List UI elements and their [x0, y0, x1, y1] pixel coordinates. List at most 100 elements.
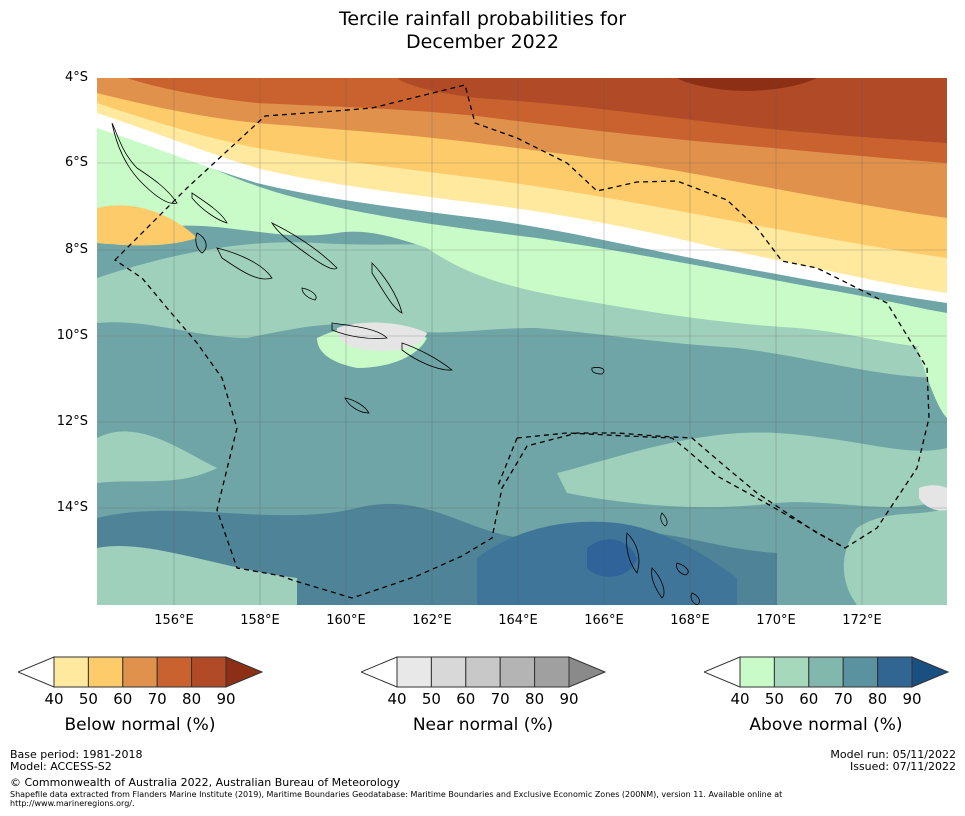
zone-above-50-60-west — [97, 431, 217, 483]
footer-right: Model run: 05/11/2022 Issued: 07/11/2022 — [830, 749, 956, 773]
issued-date: Issued: 07/11/2022 — [849, 760, 956, 773]
zone-near-40-50-east — [919, 485, 947, 511]
russell-islands — [301, 287, 317, 301]
colorbar-below-normal — [18, 656, 264, 688]
lat-label-4s: 4°S — [64, 70, 88, 85]
rainfall-probability-map — [97, 78, 947, 605]
base-period: Base period: 1981-2018 — [10, 748, 143, 761]
cbar-above-0 — [704, 656, 741, 688]
lat-label-14s: 14°S — [56, 500, 88, 515]
tick: 90 — [559, 690, 579, 708]
cbar-near-3 — [465, 656, 501, 688]
cbar-near-5 — [534, 656, 570, 688]
cbar-below-4 — [156, 656, 193, 688]
zone-above-50-60-sw — [97, 545, 297, 605]
coastlines — [111, 122, 700, 605]
cbar-below-2 — [87, 656, 124, 688]
cbar-near-2 — [430, 656, 467, 688]
colorbar-near-title: Near normal (%) — [412, 715, 554, 735]
footer-left: Base period: 1981-2018 Model: ACCESS-S2 — [10, 749, 142, 773]
lat-label-10s: 10°S — [56, 328, 88, 343]
map-canvas — [97, 78, 947, 605]
tick: 40 — [44, 690, 64, 708]
colorbar-near-normal — [361, 656, 607, 688]
colorbar-above-normal — [704, 656, 950, 688]
malakula-island — [651, 567, 665, 599]
cbar-above-1 — [739, 656, 775, 688]
new-georgia-island — [195, 232, 207, 254]
cbar-below-5 — [191, 656, 227, 688]
cbar-near-4 — [499, 656, 536, 688]
cbar-above-5 — [877, 656, 913, 688]
tick: 70 — [833, 690, 853, 708]
santa-isabel-island — [270, 222, 338, 270]
guadalcanal-island — [331, 322, 388, 339]
tick: 70 — [490, 690, 510, 708]
choiseul-island — [191, 192, 228, 224]
lon-label-172e: 172°E — [842, 613, 882, 628]
lat-label-12s: 12°S — [56, 414, 88, 429]
shapefile-credit-line2: http://www.marineregions.org/. — [10, 799, 135, 808]
shapefile-credit: Shapefile data extracted from Flanders M… — [10, 790, 955, 808]
rennell-island — [344, 397, 370, 414]
tick: 40 — [730, 690, 750, 708]
makira-island — [401, 342, 454, 371]
malaita-island — [371, 262, 403, 314]
santa-cruz-island — [591, 367, 605, 375]
zone-below-80-90 — [397, 78, 947, 143]
cbar-near-6 — [568, 656, 607, 688]
zone-above-40-50-east — [917, 335, 947, 418]
zone-above-40-50-north — [97, 118, 947, 348]
colorbar-below-title: Below normal (%) — [64, 715, 216, 735]
zone-above-50-60-mid — [557, 432, 947, 508]
map-title: Tercile rainfall probabilities for Decem… — [0, 8, 965, 54]
cbar-below-3 — [122, 656, 158, 688]
tick: 80 — [868, 690, 888, 708]
gridlines — [97, 78, 947, 605]
cbar-above-2 — [773, 656, 810, 688]
efate-island — [690, 592, 700, 605]
tick: 50 — [764, 690, 784, 708]
espiritu-santo-island — [626, 532, 640, 574]
new-georgia-group — [216, 247, 273, 280]
zone-below-50-60-west — [97, 205, 197, 246]
cbar-near-0 — [361, 656, 398, 688]
tick: 50 — [421, 690, 441, 708]
zone-above-50-60-north — [97, 242, 947, 378]
lon-label-164e: 164°E — [498, 613, 538, 628]
tick: 40 — [387, 690, 407, 708]
cbar-above-6 — [911, 656, 950, 688]
tick: 70 — [147, 690, 167, 708]
cbar-below-1 — [53, 656, 89, 688]
tick: 90 — [902, 690, 922, 708]
solomon-islands-eez — [113, 84, 930, 599]
lat-label-6s: 6°S — [64, 155, 88, 170]
eez-boundaries — [113, 84, 930, 599]
tick: 60 — [113, 690, 133, 708]
model-name: Model: ACCESS-S2 — [10, 760, 112, 773]
pentecost-island — [676, 562, 689, 576]
cbar-below-0 — [18, 656, 55, 688]
tick: 60 — [799, 690, 819, 708]
lon-label-158e: 158°E — [240, 613, 280, 628]
lon-label-156e: 156°E — [154, 613, 194, 628]
tick: 50 — [78, 690, 98, 708]
tick: 80 — [525, 690, 545, 708]
lat-label-8s: 8°S — [64, 242, 88, 257]
lon-label-166e: 166°E — [584, 613, 624, 628]
bougainville-island — [111, 122, 178, 204]
tick: 60 — [456, 690, 476, 708]
model-run: Model run: 05/11/2022 — [830, 748, 956, 761]
lon-label-168e: 168°E — [670, 613, 710, 628]
copyright: © Commonwealth of Australia 2022, Austra… — [10, 776, 400, 789]
title-line-1: Tercile rainfall probabilities for — [338, 8, 627, 30]
cbar-above-4 — [842, 656, 879, 688]
colorbar-above-title: Above normal (%) — [749, 715, 903, 735]
shapefile-credit-line1: Shapefile data extracted from Flanders M… — [10, 790, 783, 799]
lon-label-170e: 170°E — [756, 613, 796, 628]
lon-label-162e: 162°E — [412, 613, 452, 628]
zone-above-80-90 — [587, 539, 637, 577]
banks-islands — [660, 512, 668, 527]
lon-label-160e: 160°E — [326, 613, 366, 628]
tick: 90 — [216, 690, 236, 708]
